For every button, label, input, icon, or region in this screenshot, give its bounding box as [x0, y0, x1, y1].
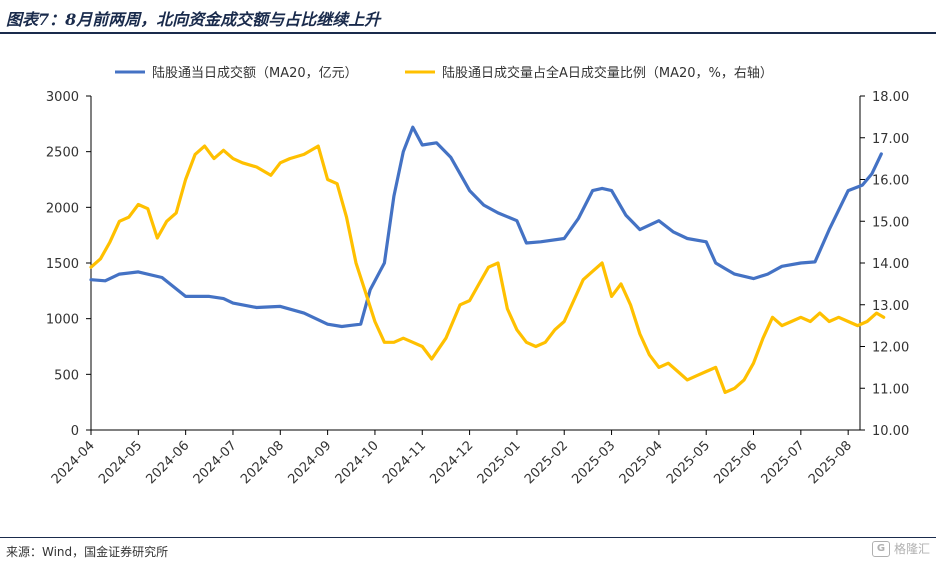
y-right-tick-label: 12.00 — [872, 341, 909, 356]
x-tick-label: 2024-12 — [427, 438, 476, 487]
source-note: 来源：Wind，国金证券研究所 — [6, 545, 169, 559]
legend-label-series1: 陆股通当日成交额（MA20，亿元） — [152, 65, 358, 81]
x-tick-label: 2025-03 — [569, 438, 618, 487]
x-tick-label: 2025-08 — [806, 438, 855, 487]
footer-divider — [0, 537, 936, 538]
y-left-tick-label: 2000 — [46, 201, 79, 216]
watermark-logo-icon: G — [871, 540, 890, 557]
y-right-tick-label: 18.00 — [872, 90, 909, 105]
x-tick-label: 2024-04 — [49, 438, 98, 487]
y-right-tick-label: 13.00 — [872, 299, 909, 314]
y-left-tick-label: 1500 — [46, 257, 79, 272]
x-tick-label: 2024-08 — [238, 438, 287, 487]
y-right-tick-label: 15.00 — [872, 215, 909, 230]
line-chart: 陆股通当日成交额（MA20，亿元） 陆股通日成交量占全A日成交量比例（MA20，… — [46, 65, 909, 487]
y-right-tick-label: 14.00 — [872, 257, 909, 272]
y-left-tick-label: 0 — [71, 424, 79, 439]
y-left-tick-label: 1000 — [46, 313, 79, 328]
x-tick-label: 2025-07 — [759, 438, 808, 487]
y-right-tick-label: 17.00 — [872, 132, 909, 147]
x-tick-label: 2024-11 — [380, 438, 429, 487]
series-line-turnover — [89, 125, 883, 329]
x-tick-label: 2024-06 — [143, 438, 192, 487]
x-tick-label: 2024-05 — [96, 438, 145, 487]
x-tick-label: 2025-02 — [522, 438, 571, 487]
x-tick-label: 2024-09 — [285, 438, 334, 487]
y-left-tick-label: 2500 — [46, 146, 79, 161]
title-divider — [0, 32, 936, 34]
chart-title: 图表7：8月前两周，北向资金成交额与占比继续上升 — [6, 10, 381, 29]
x-tick-label: 2025-01 — [475, 438, 524, 487]
y-right-tick-label: 16.00 — [872, 174, 909, 189]
watermark-text: 格隆汇 — [893, 542, 930, 556]
chart-legend: 陆股通当日成交额（MA20，亿元） 陆股通日成交量占全A日成交量比例（MA20，… — [115, 65, 773, 81]
plot-area — [89, 125, 886, 394]
watermark: G 格隆汇 — [871, 540, 930, 557]
x-tick-label: 2025-05 — [664, 438, 713, 487]
x-tick-label: 2025-04 — [617, 438, 666, 487]
y-right-tick-label: 11.00 — [872, 382, 909, 397]
series-line-share — [89, 144, 886, 394]
x-tick-label: 2024-07 — [191, 438, 240, 487]
legend-label-series2: 陆股通日成交量占全A日成交量比例（MA20，%，右轴） — [442, 65, 773, 81]
x-tick-label: 2025-06 — [711, 438, 760, 487]
x-tick-label: 2024-10 — [333, 438, 382, 487]
y-left-tick-label: 3000 — [46, 90, 79, 105]
y-right-tick-label: 10.00 — [872, 424, 909, 439]
y-left-tick-label: 500 — [54, 368, 79, 383]
title-bar: 图表7：8月前两周，北向资金成交额与占比继续上升 — [0, 0, 936, 34]
